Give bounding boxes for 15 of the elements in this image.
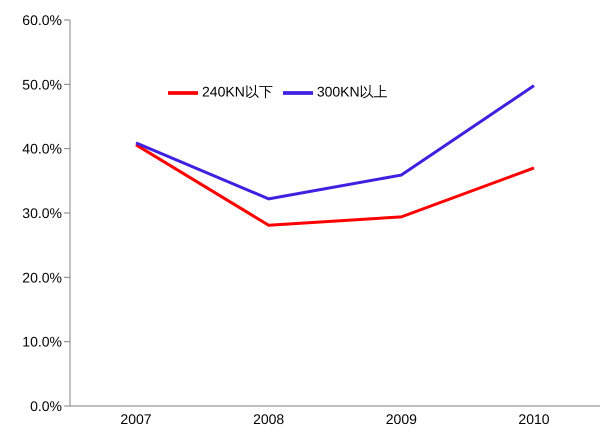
y-tick-label: 10.0% bbox=[22, 334, 62, 350]
y-tick-label: 60.0% bbox=[22, 12, 62, 28]
y-tick-label: 0.0% bbox=[30, 398, 62, 414]
line-series bbox=[134, 143, 536, 227]
y-tick-label: 50.0% bbox=[22, 76, 62, 92]
x-tick-label: 2010 bbox=[518, 410, 550, 427]
x-tick-label: 2009 bbox=[386, 410, 418, 427]
x-tick-label: 2008 bbox=[253, 410, 284, 427]
y-tick-label: 30.0% bbox=[22, 204, 62, 221]
line-series bbox=[134, 84, 536, 200]
y-tick-label: 40.0% bbox=[22, 140, 62, 157]
x-tick-label: 2007 bbox=[120, 410, 152, 427]
legend-label: 300KN以上 bbox=[316, 84, 388, 100]
legend-label: 240KN以下 bbox=[202, 84, 273, 100]
y-tick-label: 20.0% bbox=[22, 269, 62, 286]
